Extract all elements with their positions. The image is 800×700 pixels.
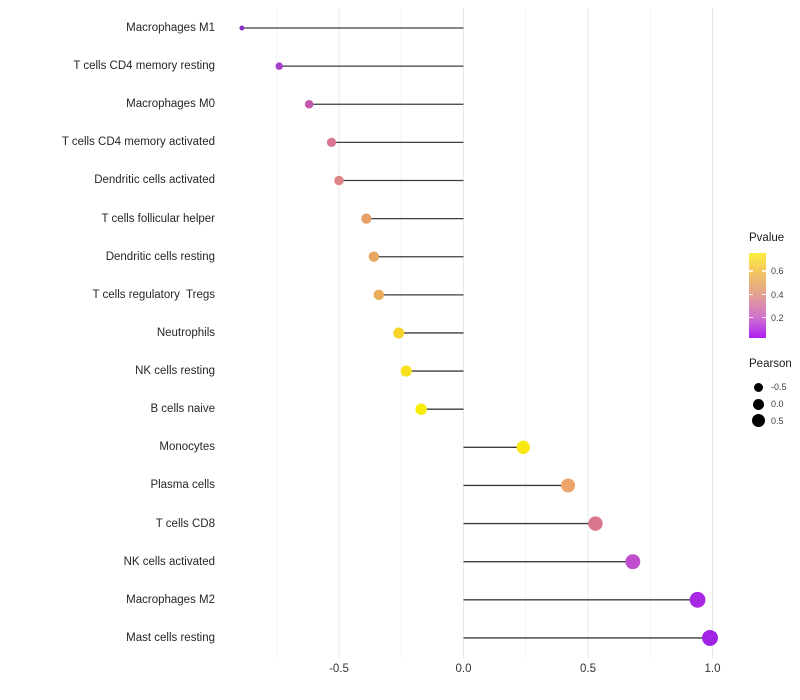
lollipop-dot: [239, 25, 245, 31]
y-axis-label: T cells CD8: [155, 517, 215, 530]
y-axis-label: T cells CD4 memory resting: [73, 60, 215, 73]
lollipop-dot: [415, 403, 427, 415]
x-axis-tick-label: 1.0: [704, 663, 721, 675]
y-axis-label: T cells CD4 memory activated: [61, 136, 215, 149]
lollipop-dot: [334, 175, 344, 186]
y-axis-label: Mast cells resting: [126, 631, 215, 644]
lollipop-dot: [304, 99, 314, 109]
y-axis-label: NK cells resting: [135, 365, 215, 378]
lollipop-dot: [516, 440, 530, 454]
y-axis-label: B cells naive: [150, 403, 215, 416]
y-axis-label: Macrophages M1: [126, 22, 215, 34]
y-axis-label: Neutrophils: [156, 326, 215, 339]
lollipop-dot: [393, 327, 405, 339]
lollipop-dot: [702, 629, 718, 646]
lollipop-dot: [400, 365, 412, 377]
y-axis-label: Dendritic cells activated: [94, 174, 215, 187]
y-axis-label: Macrophages M0: [126, 98, 215, 111]
x-axis-tick-label: -0.5: [329, 663, 349, 675]
x-axis-tick-label: 0.5: [580, 663, 596, 675]
x-axis-tick-label: 0.0: [455, 663, 472, 675]
y-axis-label: Macrophages M2: [126, 593, 215, 606]
lollipop-dot: [275, 62, 283, 70]
y-axis-label: Dendritic cells resting: [105, 250, 215, 263]
lollipop-dot: [625, 554, 641, 570]
y-axis-label: Plasma cells: [150, 479, 215, 492]
lollipop-dot: [361, 213, 372, 224]
lollipop-dot: [326, 137, 337, 148]
y-axis-label: NK cells activated: [123, 555, 215, 568]
y-axis-label: Monocytes: [159, 441, 215, 454]
y-axis-label: T cells regulatory Tregs: [92, 288, 215, 301]
lollipop-dot: [689, 591, 706, 608]
lollipop-dot: [373, 289, 385, 301]
lollipop-dot: [588, 516, 603, 531]
y-axis-label: T cells follicular helper: [101, 212, 215, 225]
lollipop-dot: [368, 251, 380, 262]
lollipop-dot: [561, 478, 576, 493]
